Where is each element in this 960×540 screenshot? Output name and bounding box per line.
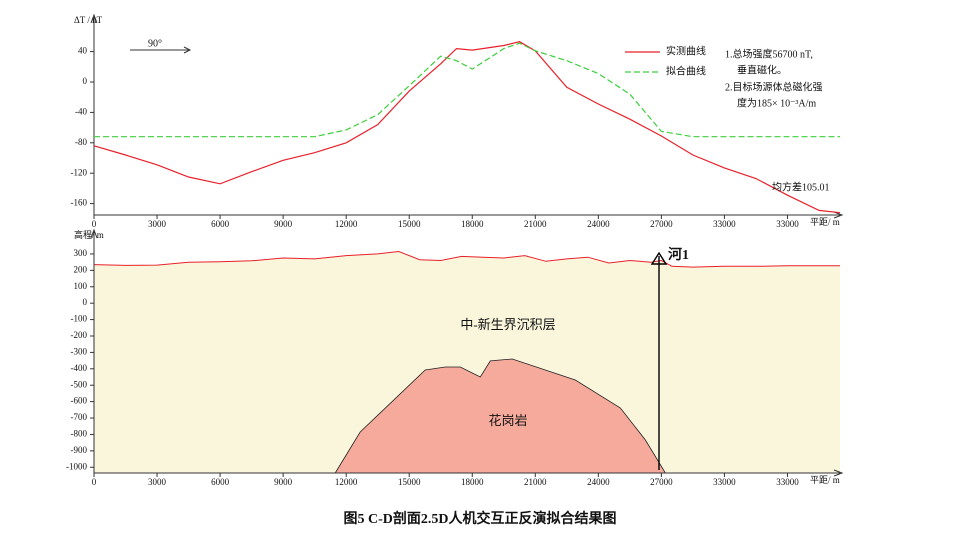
x-tick-label: 0 — [92, 477, 97, 487]
annotation: 均方差105.01 — [772, 180, 830, 193]
x-axis-label: 平距/ m — [810, 475, 840, 485]
annotation: 1.总场强度56700 nT, — [725, 47, 813, 60]
y-tick-label: -900 — [71, 445, 88, 455]
legend-label: 实测曲线 — [666, 44, 706, 57]
y-tick-label: 100 — [74, 281, 88, 291]
x-tick-label: 33000 — [713, 477, 736, 487]
direction-arrow — [130, 46, 192, 54]
x-tick-label: 27000 — [650, 477, 673, 487]
sediment-layer — [94, 251, 840, 473]
x-axis-label: 平距/ m — [810, 217, 840, 227]
x-tick-label: 24000 — [587, 477, 610, 487]
river-arrow — [650, 251, 668, 470]
river-label: 河1 — [668, 246, 689, 263]
x-tick-label: 24000 — [587, 219, 610, 229]
x-tick-label: 3000 — [148, 477, 167, 487]
x-axis-arrow — [833, 469, 844, 477]
x-tick-label: 33000 — [776, 477, 799, 487]
x-tick-label: 18000 — [461, 477, 484, 487]
y-tick-label: 0 — [83, 76, 88, 86]
x-tick-label: 0 — [92, 219, 97, 229]
y-tick-label: 40 — [78, 46, 88, 56]
y-tick-label: -800 — [71, 429, 88, 439]
annotation: 90° — [148, 38, 162, 49]
x-tick-label: 9000 — [274, 219, 293, 229]
x-tick-label: 15000 — [398, 219, 421, 229]
x-tick-label: 33000 — [713, 219, 736, 229]
x-tick-label: 6000 — [211, 477, 230, 487]
legend-label: 拟合曲线 — [666, 64, 706, 77]
y-tick-label: -80 — [75, 137, 87, 147]
x-tick-label: 12000 — [335, 477, 358, 487]
y-tick-label: -40 — [75, 106, 87, 116]
x-tick-label: 18000 — [461, 219, 484, 229]
x-axis-arrow — [833, 211, 844, 219]
y-tick-label: -100 — [71, 314, 88, 324]
x-tick-label: 21000 — [524, 477, 547, 487]
y-tick-label: -200 — [71, 330, 88, 340]
terrain-line — [93, 250, 840, 268]
y-tick-label: 200 — [74, 264, 88, 274]
y-tick-label: 0 — [83, 297, 88, 307]
y-axis-label: 高程/ m — [74, 229, 104, 240]
y-tick-label: -300 — [71, 346, 88, 356]
x-tick-label: 27000 — [650, 219, 673, 229]
granite-body — [334, 358, 667, 474]
caption: 图5 C-D剖面2.5D人机交互正反演拟合结果图 — [344, 510, 617, 527]
x-tick-label: 3000 — [148, 219, 167, 229]
body-label: 花岗岩 — [488, 413, 527, 428]
x-tick-label: 15000 — [398, 477, 421, 487]
x-tick-label: 6000 — [211, 219, 230, 229]
x-tick-label: 33000 — [776, 219, 799, 229]
y-tick-label: -120 — [71, 167, 88, 177]
y-tick-label: -400 — [71, 363, 88, 373]
y-axis-arrow — [90, 13, 98, 24]
annotation: 垂直磁化。 — [737, 63, 787, 76]
x-tick-label: 9000 — [274, 477, 293, 487]
data-line — [94, 42, 840, 138]
annotation: 度为185× 10⁻³A/m — [737, 96, 816, 109]
y-tick-label: -500 — [71, 379, 88, 389]
data-line — [93, 41, 841, 214]
y-axis-arrow — [90, 228, 98, 239]
layer-label: 中-新生界沉积层 — [460, 317, 555, 332]
y-tick-label: -1000 — [66, 461, 87, 471]
annotation: 2.目标场源体总磁化强 — [725, 80, 823, 93]
x-tick-label: 21000 — [524, 219, 547, 229]
y-tick-label: 300 — [74, 248, 88, 258]
y-tick-label: -600 — [71, 396, 88, 406]
y-axis-label: ΔT / nT — [74, 15, 103, 25]
y-tick-label: -160 — [71, 198, 88, 208]
y-tick-label: -700 — [71, 412, 88, 422]
x-tick-label: 12000 — [335, 219, 358, 229]
